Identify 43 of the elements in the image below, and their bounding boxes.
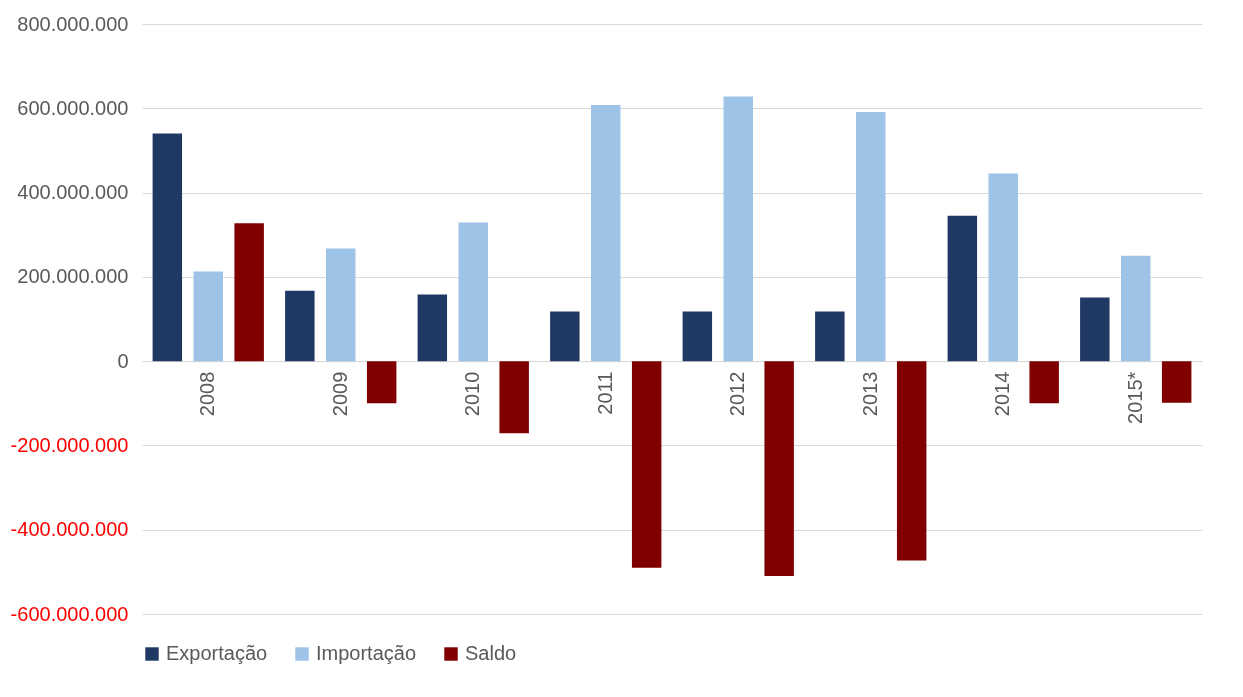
y-tick-label: -600.000.000 bbox=[10, 602, 129, 625]
bar bbox=[1161, 361, 1192, 403]
x-tick-label: 2012 bbox=[726, 371, 749, 417]
bar bbox=[285, 290, 315, 362]
bar bbox=[947, 215, 978, 362]
x-tick-label: 2015* bbox=[1123, 371, 1146, 424]
y-tick-label: 800.000.000 bbox=[17, 12, 129, 35]
bar bbox=[366, 361, 397, 404]
bar bbox=[417, 294, 448, 362]
bar bbox=[234, 223, 264, 362]
bar bbox=[631, 361, 662, 568]
y-tick-label: 400.000.000 bbox=[17, 181, 129, 204]
bar bbox=[193, 271, 223, 362]
legend-label: Exportação bbox=[166, 642, 268, 664]
bar bbox=[764, 361, 794, 577]
y-tick-label: -200.000.000 bbox=[10, 433, 129, 456]
bar bbox=[591, 104, 621, 362]
y-tick-label: 200.000.000 bbox=[17, 265, 129, 288]
bar bbox=[152, 133, 183, 362]
bar bbox=[550, 311, 580, 362]
x-tick-label: 2008 bbox=[196, 371, 219, 417]
bar bbox=[815, 311, 845, 362]
x-tick-label: 2013 bbox=[858, 371, 881, 417]
x-tick-label: 2011 bbox=[593, 371, 616, 415]
bar bbox=[682, 311, 713, 362]
bar bbox=[1029, 361, 1059, 404]
y-tick-label: -400.000.000 bbox=[10, 518, 129, 541]
x-tick-label: 2009 bbox=[328, 371, 351, 417]
y-tick-label: 0 bbox=[117, 349, 129, 372]
bar bbox=[988, 173, 1018, 362]
bar bbox=[499, 361, 529, 434]
bar bbox=[1080, 297, 1110, 362]
bar bbox=[723, 96, 753, 362]
x-tick-label: 2010 bbox=[461, 371, 484, 417]
y-tick-label: 600.000.000 bbox=[17, 96, 129, 119]
legend-label: Importação bbox=[316, 642, 417, 664]
x-tick-label: 2014 bbox=[991, 371, 1014, 417]
legend-label: Saldo bbox=[465, 642, 517, 664]
bar bbox=[1121, 255, 1151, 362]
bar bbox=[458, 222, 488, 362]
bar bbox=[896, 361, 927, 561]
bar bbox=[856, 112, 886, 362]
bar bbox=[326, 248, 356, 362]
